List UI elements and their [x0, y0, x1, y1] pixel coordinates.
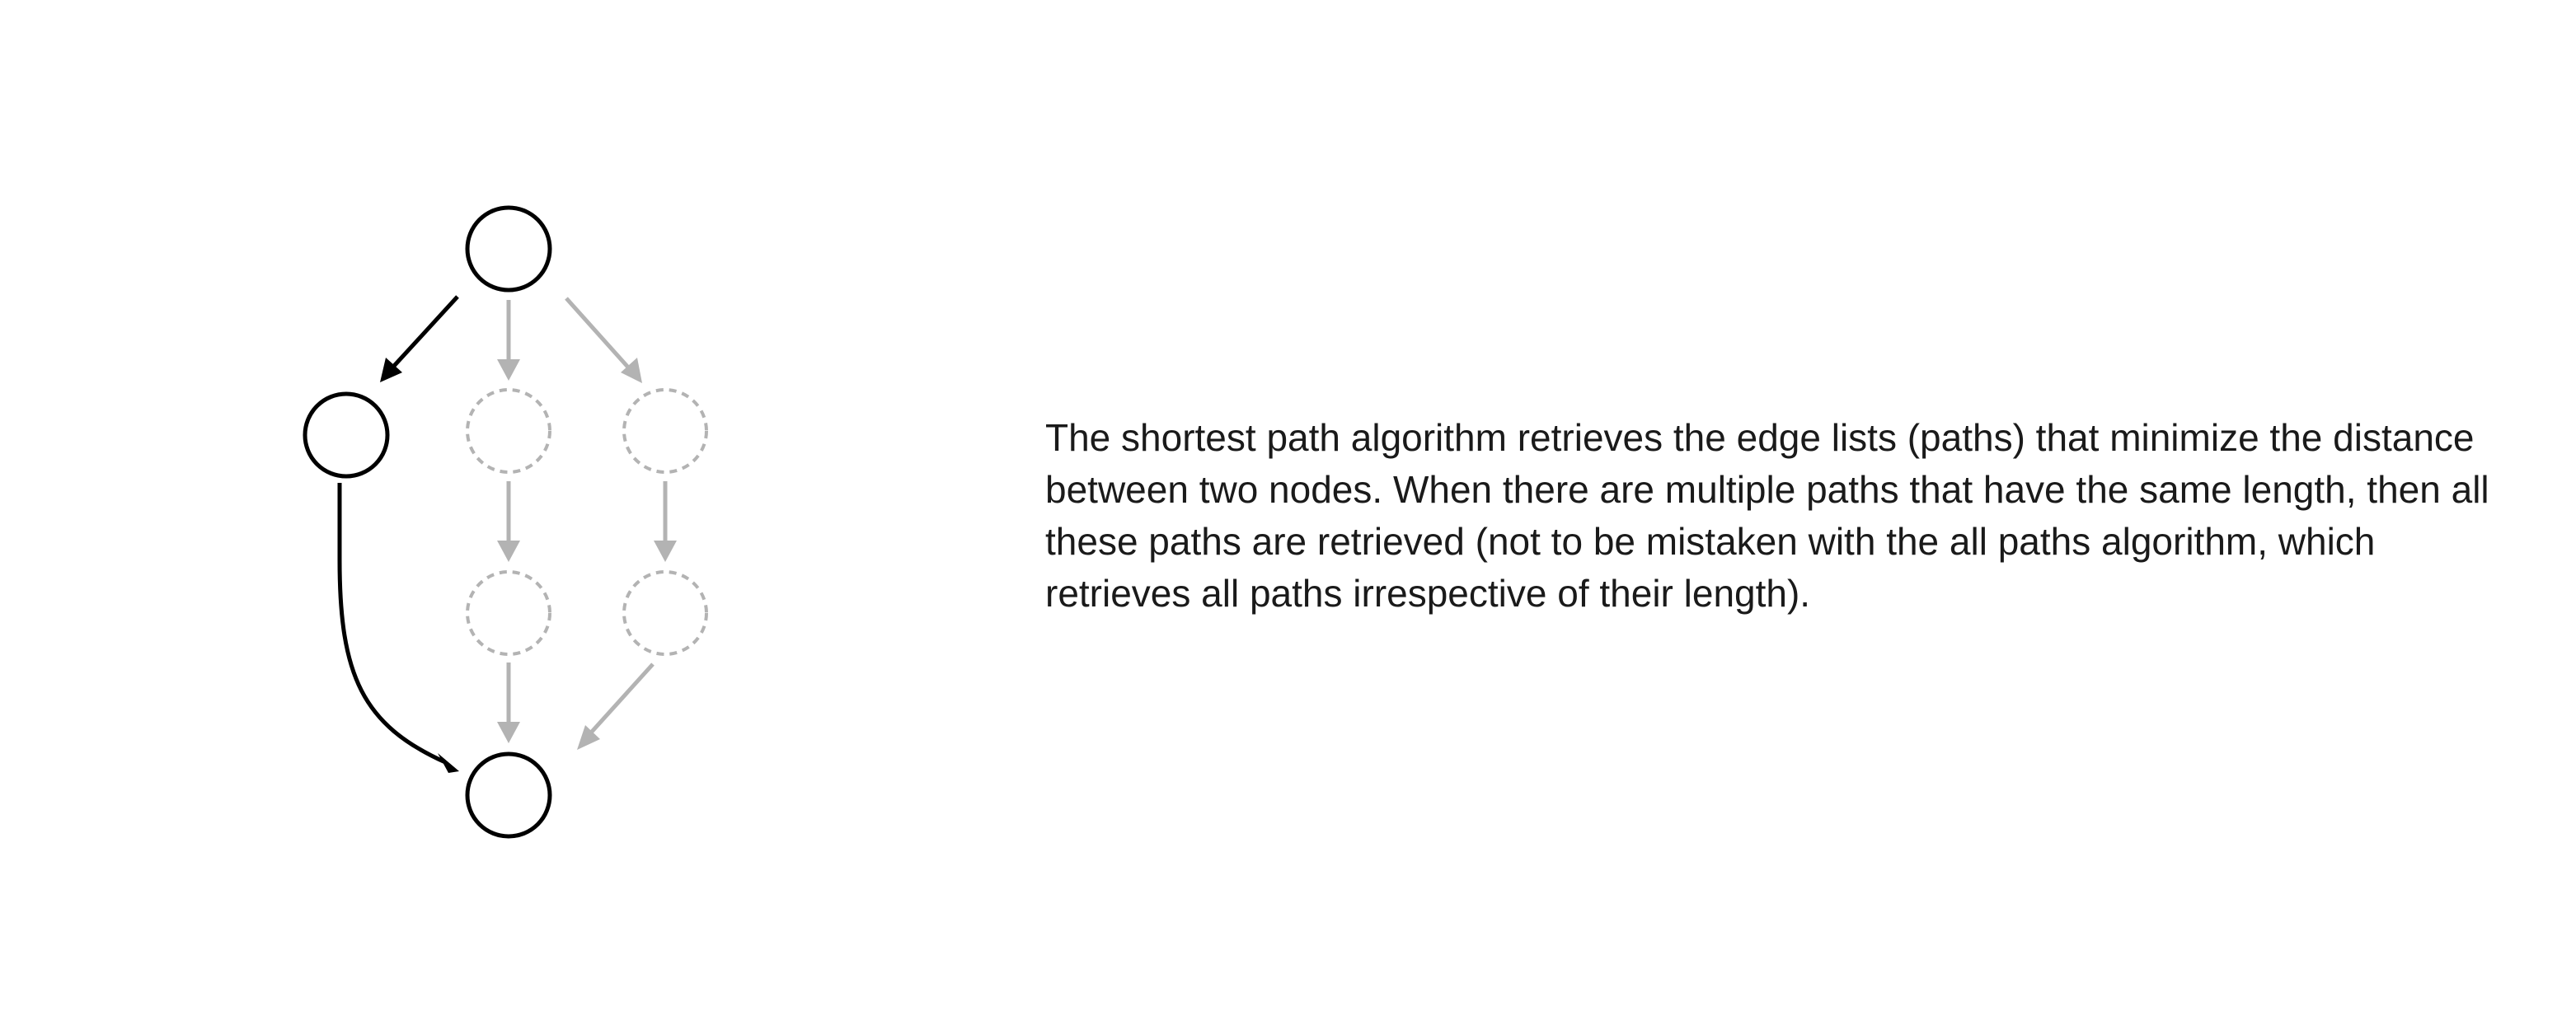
node-right-2: [622, 570, 708, 656]
node-bottom: [465, 751, 552, 839]
edge-left-to-bottom: [337, 483, 447, 765]
nodes: [303, 205, 708, 839]
arrowhead-top-to-left: [380, 358, 402, 382]
edge-top-to-right-1: [565, 297, 631, 371]
arrowhead-mid-1-to-mid-2: [497, 541, 520, 562]
node-left: [303, 391, 390, 479]
arrowhead-right-1-to-right-2: [654, 541, 677, 562]
arrowhead-top-to-right-1: [621, 358, 642, 383]
edge-right-2-to-bottom: [589, 662, 655, 734]
edge-top-to-left: [392, 295, 459, 368]
arrowhead-left-to-bottom: [438, 753, 459, 773]
arrowhead-right-2-to-bottom: [577, 725, 600, 750]
shortest-path-diagram: [303, 205, 708, 839]
node-top: [465, 205, 552, 293]
arrowhead-mid-2-to-bottom: [497, 722, 520, 743]
description-text: The shortest path algorithm retrieves th…: [1045, 416, 2489, 615]
inactive-edges: [497, 297, 677, 750]
node-right-1: [622, 388, 708, 474]
active-edges: [337, 295, 459, 773]
arrowhead-top-to-mid-1: [497, 359, 520, 381]
node-mid-2: [466, 570, 551, 656]
node-mid-1: [466, 388, 551, 474]
